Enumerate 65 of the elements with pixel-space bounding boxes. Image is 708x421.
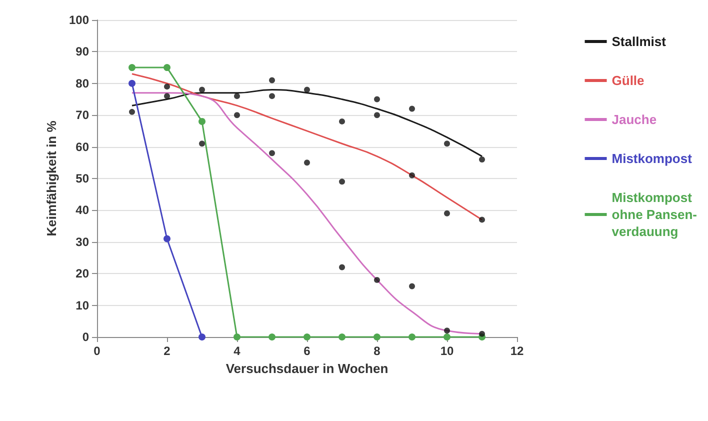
point [199, 86, 205, 93]
point [164, 64, 170, 72]
point [234, 112, 240, 118]
point [479, 216, 485, 223]
point [409, 283, 415, 290]
y-tick-label: 100 [68, 13, 90, 27]
x-tick-label: 2 [164, 344, 171, 358]
y-tick-label: 60 [76, 140, 90, 154]
point [164, 84, 170, 90]
x-tick-label: 12 [510, 344, 524, 358]
x-tick-label: 6 [304, 344, 311, 358]
point [234, 334, 240, 340]
point [338, 334, 346, 340]
point [164, 93, 170, 100]
x-tick-label: 10 [440, 344, 454, 358]
point [374, 112, 380, 118]
y-tick-label: 50 [76, 172, 90, 186]
x-axis-title: Versuchsdauer in Wochen [226, 360, 388, 376]
point [374, 276, 380, 283]
point [479, 156, 485, 162]
point [304, 160, 310, 166]
point [304, 334, 310, 340]
point [198, 118, 206, 125]
y-tick-label: 20 [76, 266, 90, 281]
legend-label: Mistkompost ohne Pansen-verdauung [612, 190, 698, 239]
point [409, 106, 415, 112]
x-tick-label: 8 [374, 344, 381, 358]
y-tick-label: 40 [76, 203, 90, 218]
point [128, 80, 136, 87]
point [444, 334, 450, 340]
point [269, 150, 275, 156]
x-tick-label: 4 [234, 344, 241, 358]
y-tick-label: 70 [76, 108, 90, 122]
point [339, 178, 345, 185]
point [374, 334, 380, 340]
y-tick-label: 90 [76, 44, 90, 59]
x-tick-label: 0 [94, 344, 101, 358]
point [234, 93, 240, 100]
y-tick-label: 0 [82, 330, 90, 344]
point [339, 264, 345, 270]
legend-label: Stallmist [612, 34, 667, 49]
point [269, 93, 275, 100]
point [479, 330, 485, 337]
point [339, 118, 345, 124]
point [408, 334, 416, 340]
point [374, 96, 380, 102]
legend-label: Gülle [612, 73, 644, 88]
legend-label: Jauche [612, 112, 657, 127]
point [198, 334, 206, 340]
y-axis-title: Keimfähigkeit in % [44, 120, 60, 236]
point [129, 108, 135, 115]
point [444, 328, 450, 334]
point [199, 140, 205, 147]
point [444, 210, 450, 216]
y-tick-label: 80 [76, 76, 90, 90]
point [409, 172, 415, 178]
point [269, 77, 275, 84]
point [164, 235, 170, 242]
point [444, 140, 450, 147]
legend-label: Mistkompost [612, 151, 693, 166]
point [268, 334, 276, 340]
y-tick-label: 10 [76, 298, 90, 312]
point [128, 64, 136, 72]
point [304, 86, 310, 93]
y-tick-label: 30 [76, 234, 90, 249]
